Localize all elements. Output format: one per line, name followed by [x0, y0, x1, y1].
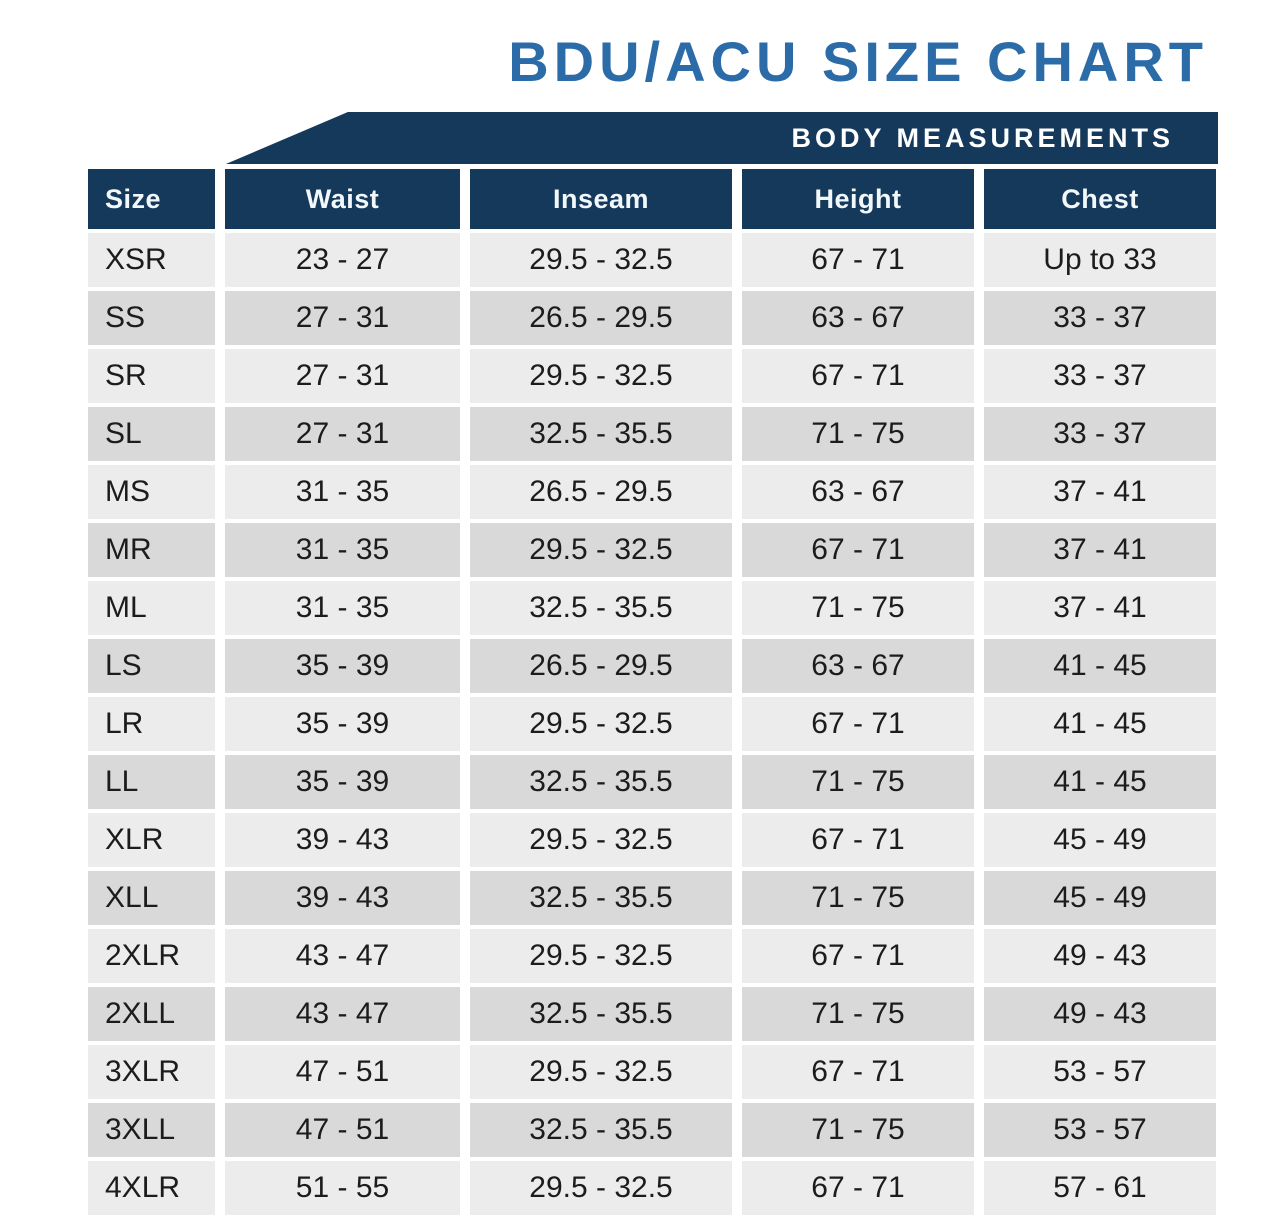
- table-cell: 47 - 51: [225, 1045, 460, 1099]
- table-cell: 57 - 61: [984, 1161, 1216, 1215]
- table-cell: 67 - 71: [742, 233, 974, 287]
- table-cell: 27 - 31: [225, 349, 460, 403]
- table-cell: 29.5 - 32.5: [470, 349, 732, 403]
- row-size-label: SL: [88, 407, 215, 461]
- table-cell: 32.5 - 35.5: [470, 755, 732, 809]
- table-cell: 29.5 - 32.5: [470, 1161, 732, 1215]
- table-cell: 35 - 39: [225, 639, 460, 693]
- table-cell: 32.5 - 35.5: [470, 987, 732, 1041]
- table-cell: 67 - 71: [742, 929, 974, 983]
- table-cell: 26.5 - 29.5: [470, 465, 732, 519]
- row-size-label: 3XLL: [88, 1103, 215, 1157]
- table-cell: 32.5 - 35.5: [470, 407, 732, 461]
- table-cell: 29.5 - 32.5: [470, 523, 732, 577]
- table-cell: 71 - 75: [742, 755, 974, 809]
- table-cell: 67 - 71: [742, 813, 974, 867]
- table-cell: 39 - 43: [225, 813, 460, 867]
- table-cell: 32.5 - 35.5: [470, 1103, 732, 1157]
- table-cell: 71 - 75: [742, 871, 974, 925]
- row-size-label: 4XLR: [88, 1161, 215, 1215]
- table-cell: 49 - 43: [984, 929, 1216, 983]
- column-header-size: Size: [88, 169, 215, 229]
- table-cell: 29.5 - 32.5: [470, 233, 732, 287]
- size-chart-content: BDU/ACU SIZE CHART BODY MEASUREMENTS Siz…: [88, 26, 1218, 1215]
- table-cell: 39 - 43: [225, 871, 460, 925]
- table-cell: 31 - 35: [225, 581, 460, 635]
- table-cell: 43 - 47: [225, 929, 460, 983]
- size-table: Size Waist Inseam Height Chest XSR 23 - 27 29.5…: [88, 169, 1218, 1215]
- table-cell: 32.5 - 35.5: [470, 581, 732, 635]
- table-cell: 53 - 57: [984, 1103, 1216, 1157]
- body-measurements-label: BODY MEASUREMENTS: [791, 122, 1174, 153]
- table-cell: 67 - 71: [742, 1045, 974, 1099]
- row-size-label: LS: [88, 639, 215, 693]
- table-cell: 71 - 75: [742, 1103, 974, 1157]
- table-cell: 63 - 67: [742, 639, 974, 693]
- table-cell: 32.5 - 35.5: [470, 871, 732, 925]
- row-size-label: MR: [88, 523, 215, 577]
- table-cell: 26.5 - 29.5: [470, 639, 732, 693]
- table-cell: 45 - 49: [984, 813, 1216, 867]
- page-title: BDU/ACU SIZE CHART: [508, 30, 1208, 93]
- table-cell: 51 - 55: [225, 1161, 460, 1215]
- table-cell: 41 - 45: [984, 697, 1216, 751]
- table-cell: 53 - 57: [984, 1045, 1216, 1099]
- table-cell: 31 - 35: [225, 523, 460, 577]
- table-cell: 31 - 35: [225, 465, 460, 519]
- table-cell: 23 - 27: [225, 233, 460, 287]
- table-cell: 67 - 71: [742, 697, 974, 751]
- table-cell: 33 - 37: [984, 407, 1216, 461]
- row-size-label: ML: [88, 581, 215, 635]
- table-cell: 26.5 - 29.5: [470, 291, 732, 345]
- table-cell: 37 - 41: [984, 523, 1216, 577]
- table-cell: 37 - 41: [984, 465, 1216, 519]
- table-cell: 37 - 41: [984, 581, 1216, 635]
- row-size-label: LL: [88, 755, 215, 809]
- table-cell: 63 - 67: [742, 291, 974, 345]
- row-size-label: XLL: [88, 871, 215, 925]
- table-cell: 35 - 39: [225, 697, 460, 751]
- body-measurements-banner: BODY MEASUREMENTS: [225, 112, 1218, 164]
- table-cell: 29.5 - 32.5: [470, 813, 732, 867]
- row-size-label: 3XLR: [88, 1045, 215, 1099]
- table-cell: 67 - 71: [742, 1161, 974, 1215]
- table-cell: 29.5 - 32.5: [470, 929, 732, 983]
- column-header-chest: Chest: [984, 169, 1216, 229]
- table-cell: 67 - 71: [742, 349, 974, 403]
- table-cell: Up to 33: [984, 233, 1216, 287]
- table-cell: 67 - 71: [742, 523, 974, 577]
- table-cell: 47 - 51: [225, 1103, 460, 1157]
- row-size-label: 2XLR: [88, 929, 215, 983]
- row-size-label: XSR: [88, 233, 215, 287]
- table-cell: 29.5 - 32.5: [470, 1045, 732, 1099]
- table-cell: 33 - 37: [984, 349, 1216, 403]
- table-cell: 33 - 37: [984, 291, 1216, 345]
- table-cell: 41 - 45: [984, 639, 1216, 693]
- table-cell: 63 - 67: [742, 465, 974, 519]
- row-size-label: 2XLL: [88, 987, 215, 1041]
- table-cell: 71 - 75: [742, 407, 974, 461]
- table-cell: 43 - 47: [225, 987, 460, 1041]
- row-size-label: MS: [88, 465, 215, 519]
- row-size-label: LR: [88, 697, 215, 751]
- row-size-label: SR: [88, 349, 215, 403]
- table-cell: 35 - 39: [225, 755, 460, 809]
- row-size-label: SS: [88, 291, 215, 345]
- table-cell: 27 - 31: [225, 291, 460, 345]
- column-header-waist: Waist: [225, 169, 460, 229]
- column-header-inseam: Inseam: [470, 169, 732, 229]
- table-cell: 27 - 31: [225, 407, 460, 461]
- table-cell: 71 - 75: [742, 581, 974, 635]
- table-cell: 71 - 75: [742, 987, 974, 1041]
- row-size-label: XLR: [88, 813, 215, 867]
- table-cell: 41 - 45: [984, 755, 1216, 809]
- table-cell: 49 - 43: [984, 987, 1216, 1041]
- table-cell: 29.5 - 32.5: [470, 697, 732, 751]
- table-cell: 45 - 49: [984, 871, 1216, 925]
- column-header-height: Height: [742, 169, 974, 229]
